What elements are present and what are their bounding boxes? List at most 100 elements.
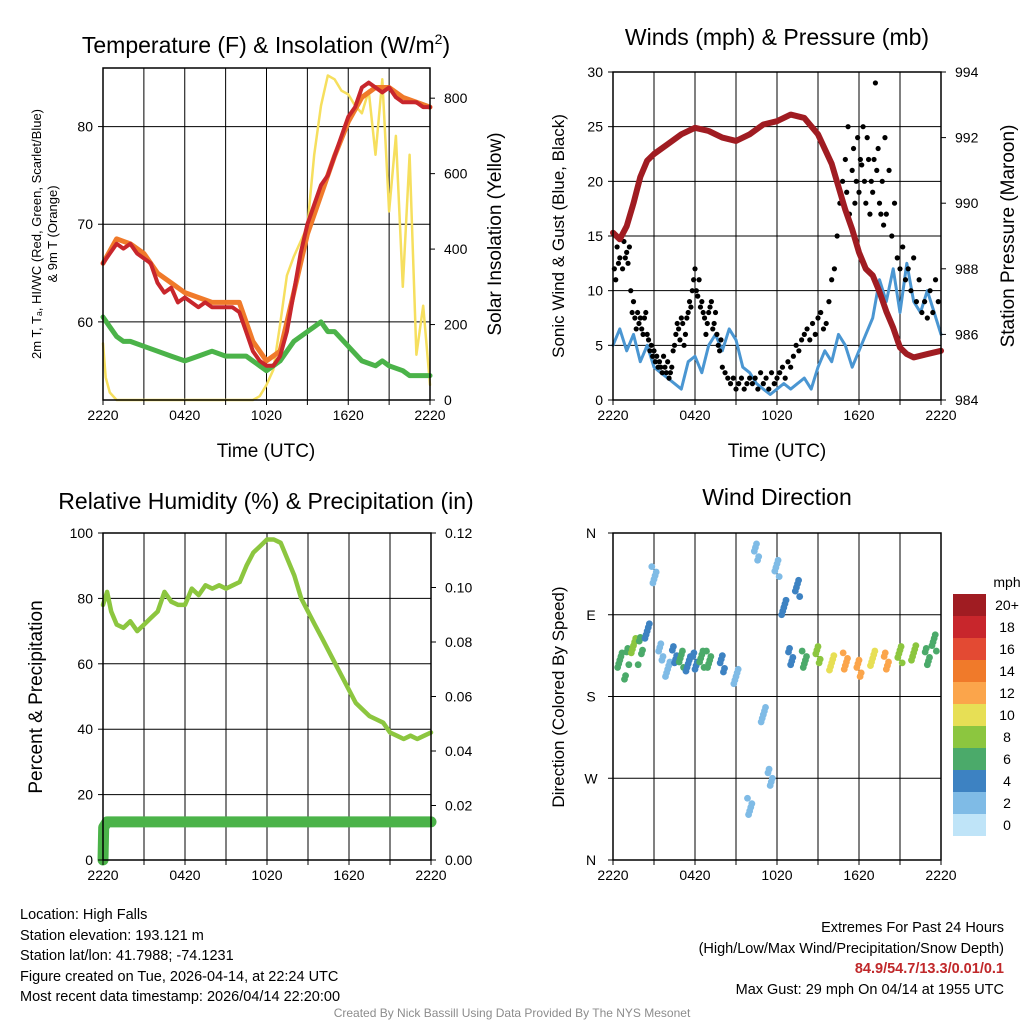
gust-point bbox=[669, 364, 675, 370]
gust-point bbox=[652, 359, 658, 365]
rh-ytick-label: 40 bbox=[77, 721, 93, 737]
dir-point bbox=[926, 654, 933, 661]
gust-point bbox=[738, 375, 745, 381]
gust-point bbox=[868, 178, 874, 184]
gust-point bbox=[630, 299, 637, 305]
gust-point bbox=[714, 331, 720, 337]
legend-label: 14 bbox=[999, 663, 1015, 679]
dir-point bbox=[648, 563, 656, 571]
legend-label: 8 bbox=[1003, 729, 1011, 745]
wind-xlabel: Time (UTC) bbox=[728, 441, 827, 462]
gust-point bbox=[864, 135, 870, 141]
dir-point bbox=[765, 765, 773, 773]
gust-point bbox=[894, 255, 900, 261]
gust-point bbox=[733, 386, 739, 392]
gust-point bbox=[911, 255, 917, 261]
gust-point bbox=[717, 348, 723, 354]
rh-xtick-label: 2220 bbox=[415, 867, 446, 883]
dir-ytick-label: W bbox=[584, 770, 598, 786]
wind-gust-points bbox=[611, 80, 941, 392]
legend-label: 4 bbox=[1003, 773, 1011, 789]
gust-point bbox=[613, 277, 619, 283]
gust-point bbox=[707, 304, 713, 310]
gust-point bbox=[648, 342, 654, 348]
dir-point bbox=[703, 647, 710, 655]
gust-point bbox=[697, 304, 704, 310]
gust-point bbox=[922, 299, 928, 305]
gust-point bbox=[935, 299, 941, 305]
dir-point bbox=[718, 652, 726, 660]
rh-xtick-label: 1020 bbox=[251, 867, 282, 883]
dir-point bbox=[789, 654, 797, 661]
rh-y2tick-label: 0.04 bbox=[445, 743, 472, 759]
dir-point bbox=[775, 573, 783, 580]
temp-y2label: Solar Insolation (Yellow) bbox=[485, 132, 506, 335]
rh-xtick-label: 2220 bbox=[87, 867, 118, 883]
dir-point bbox=[679, 647, 686, 655]
gust-point bbox=[799, 337, 805, 343]
dir-point bbox=[762, 704, 769, 711]
extremes-subtitle: (High/Low/Max Wind/Precipitation/Snow De… bbox=[698, 940, 1004, 957]
gust-point bbox=[645, 337, 652, 343]
gust-point bbox=[614, 244, 620, 250]
legend-swatch bbox=[953, 682, 986, 704]
dir-point bbox=[816, 655, 824, 663]
dir-point bbox=[795, 576, 802, 584]
gust-point bbox=[747, 375, 753, 381]
gust-point bbox=[719, 364, 725, 370]
gust-point bbox=[875, 145, 881, 152]
gust-point bbox=[902, 277, 909, 283]
wind-y2tick-label: 992 bbox=[955, 130, 979, 146]
gust-point bbox=[682, 331, 689, 337]
gust-point bbox=[708, 299, 715, 305]
gust-point bbox=[845, 124, 851, 130]
recent-timestamp: Most recent data timestamp: 2026/04/14 2… bbox=[20, 989, 341, 1005]
dir-point bbox=[645, 620, 653, 628]
dir-point bbox=[721, 664, 728, 672]
gust-point bbox=[861, 178, 868, 184]
gust-point bbox=[659, 370, 665, 376]
gust-point bbox=[872, 80, 879, 86]
rh-series-humidity bbox=[100, 537, 434, 742]
dir-point bbox=[796, 593, 804, 600]
gust-point bbox=[622, 255, 628, 261]
rh-y2tick-label: 0.12 bbox=[445, 525, 472, 541]
gust-point bbox=[696, 277, 702, 283]
gust-point bbox=[855, 135, 861, 141]
legend-label: 16 bbox=[999, 641, 1015, 657]
gust-point bbox=[647, 348, 653, 354]
gust-point bbox=[790, 353, 797, 359]
dir-point bbox=[931, 631, 939, 639]
gust-point bbox=[633, 326, 639, 332]
gust-point bbox=[760, 381, 766, 387]
temp-title-close: ) bbox=[442, 32, 450, 58]
wind-ytick-label: 15 bbox=[587, 228, 603, 244]
gust-point bbox=[782, 375, 788, 381]
dir-xtick-label: 0420 bbox=[679, 867, 710, 883]
gust-point bbox=[844, 189, 850, 195]
gust-point bbox=[700, 309, 706, 316]
dir-point bbox=[622, 672, 629, 680]
legend-swatch bbox=[953, 748, 986, 770]
wind-series-pressure bbox=[610, 111, 944, 361]
gust-point bbox=[703, 331, 709, 337]
dir-point bbox=[922, 644, 930, 652]
dir-point bbox=[755, 553, 763, 561]
temp-y2tick-label: 400 bbox=[444, 241, 468, 257]
temp-series-2m-temp bbox=[101, 80, 432, 368]
gust-point bbox=[656, 359, 663, 365]
gust-point bbox=[865, 156, 872, 163]
wind-ytick-label: 5 bbox=[595, 337, 603, 353]
gust-point bbox=[801, 331, 807, 337]
gust-point bbox=[842, 156, 848, 163]
gust-point bbox=[927, 288, 933, 294]
gust-point bbox=[660, 353, 667, 359]
legend-label: 2 bbox=[1003, 795, 1011, 811]
temp-title: Temperature (F) & Insolation (W/m2) bbox=[82, 31, 450, 58]
gust-point bbox=[919, 309, 925, 316]
gust-point bbox=[673, 331, 679, 337]
gust-point bbox=[755, 386, 761, 392]
temp-ytick-label: 70 bbox=[77, 216, 93, 232]
temp-y2tick-label: 0 bbox=[444, 392, 452, 408]
rh-ytick-label: 60 bbox=[77, 656, 93, 672]
